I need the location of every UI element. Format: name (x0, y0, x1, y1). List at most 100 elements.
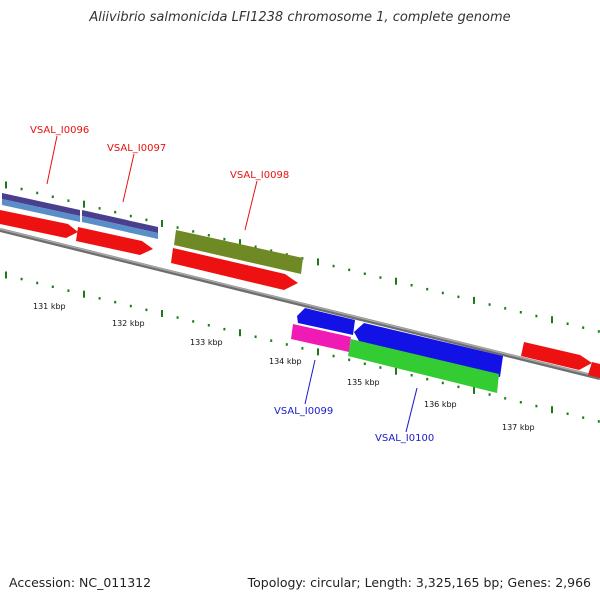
upper-track-minor-tick (488, 303, 491, 306)
upper-track-minor-tick (332, 264, 335, 268)
lower-track-minor-tick (176, 316, 179, 319)
label-vsal-i0096[interactable]: VSAL_I0096 (30, 125, 89, 136)
scale-label-135: 135 kbp (347, 378, 380, 387)
lower-track-minor-tick (582, 416, 585, 419)
label-vsal-i0098[interactable]: VSAL_I0098 (230, 170, 289, 181)
lower-track-minor-tick (379, 366, 382, 369)
gene-vsal-i0098[interactable] (174, 230, 303, 274)
label-vsal-i0097[interactable]: VSAL_I0097 (107, 143, 166, 154)
lower-track-minor-tick (223, 327, 226, 331)
upper-track-minor-tick (426, 287, 429, 291)
lower-track-minor-tick (363, 362, 366, 365)
scale-label-134: 134 kbp (269, 357, 302, 366)
lower-track-minor-tick (519, 401, 522, 404)
lower-track-major-tick (551, 406, 553, 414)
lower-track-minor-tick (67, 289, 70, 292)
upper-track-minor-tick (504, 307, 507, 310)
lower-track-minor-tick (129, 304, 132, 308)
lower-track-minor-tick (488, 393, 491, 396)
cds-arrow-3[interactable] (171, 248, 298, 290)
map-title: Aliivibrio salmonicida LFI1238 chromosom… (89, 10, 511, 25)
lower-track-major-tick (239, 329, 241, 337)
upper-track-minor-tick (176, 226, 179, 229)
upper-track-minor-tick (67, 199, 70, 202)
lower-track-minor-tick (566, 412, 569, 415)
upper-track-minor-tick (270, 249, 273, 252)
upper-track-major-tick (83, 200, 85, 208)
upper-track-major-tick (239, 239, 241, 247)
genome-backbone-highlight (0, 228, 600, 378)
upper-track-major-tick (551, 316, 553, 324)
upper-track-major-tick (5, 181, 7, 189)
topology-summary: Topology: circular; Length: 3,325,165 bp… (247, 575, 591, 590)
gene-vsal-i0097-bottom[interactable] (82, 216, 158, 239)
upper-track-minor-tick (114, 210, 117, 214)
lower-track-minor-tick (145, 308, 148, 312)
upper-track-minor-tick (348, 268, 351, 272)
lower-track-minor-tick (36, 281, 39, 285)
upper-track-minor-tick (254, 245, 257, 248)
lower-track-minor-tick (504, 397, 507, 400)
scale-label-136: 136 kbp (424, 400, 457, 409)
lower-track-major-tick (161, 310, 163, 317)
upper-track-minor-tick (582, 326, 585, 329)
scale-label-137: 137 kbp (502, 423, 535, 432)
gene-blue-long[interactable] (354, 323, 503, 377)
upper-track-minor-tick (36, 191, 39, 195)
upper-track-major-tick (395, 277, 397, 285)
lower-track-major-tick (395, 367, 397, 375)
upper-track-minor-tick (129, 214, 132, 218)
lower-track-major-tick (83, 290, 85, 298)
upper-track-minor-tick (98, 207, 101, 210)
lower-track-minor-tick (270, 339, 273, 342)
upper-track-minor-tick (566, 322, 569, 325)
upper-track-minor-tick (441, 291, 444, 295)
gene-vsal-i0100[interactable] (348, 339, 499, 393)
gene-vsal-i0097-top[interactable] (82, 210, 158, 233)
leader-vsal-i0097 (122, 153, 135, 203)
accession-text: Accession: NC_011312 (9, 575, 152, 590)
gene-vsal-i0096-top[interactable] (2, 193, 80, 216)
upper-track-minor-tick (535, 314, 538, 318)
lower-track-minor-tick (301, 347, 304, 350)
genome-backbone (0, 228, 600, 380)
leader-vsal-i0098 (244, 180, 258, 231)
feature-track (0, 193, 600, 393)
upper-track-minor-tick (223, 237, 226, 241)
lower-track-minor-tick (98, 297, 101, 300)
gene-blue-short[interactable] (297, 308, 355, 335)
lower-track-minor-tick (348, 358, 351, 362)
cds-arrow-2[interactable] (76, 227, 153, 255)
scale-label-131: 131 kbp (33, 302, 66, 311)
lower-track-minor-tick (51, 285, 54, 288)
upper-track-minor-tick (597, 330, 600, 333)
leader-vsal-i0099 (304, 359, 316, 405)
upper-track-minor-tick (379, 276, 382, 279)
lower-track-minor-tick (285, 343, 288, 346)
lower-tick-track (5, 271, 600, 423)
upper-track-minor-tick (207, 234, 210, 237)
upper-tick-track (5, 181, 600, 333)
upper-track-major-tick (473, 296, 475, 304)
upper-track-minor-tick (410, 284, 413, 287)
lower-track-minor-tick (114, 300, 117, 304)
lower-track-minor-tick (441, 381, 444, 385)
label-vsal-i0100[interactable]: VSAL_I0100 (375, 433, 434, 444)
cds-arrow-1[interactable] (0, 210, 78, 238)
upper-track-minor-tick (20, 187, 23, 191)
upper-track-minor-tick (457, 295, 460, 299)
lower-track-minor-tick (20, 277, 23, 281)
lower-track-minor-tick (207, 324, 210, 327)
upper-track-major-tick (161, 220, 163, 227)
gene-vsal-i0096-bottom[interactable] (2, 199, 80, 222)
lower-track-major-tick (317, 348, 319, 356)
upper-track-minor-tick (51, 195, 54, 198)
lower-track-minor-tick (254, 335, 257, 338)
cds-arrow-5[interactable] (588, 362, 600, 378)
upper-track-minor-tick (192, 230, 195, 233)
gene-vsal-i0099[interactable] (291, 324, 351, 352)
cds-arrow-4[interactable] (521, 342, 592, 370)
lower-track-major-tick (473, 386, 475, 394)
label-vsal-i0099[interactable]: VSAL_I0099 (274, 406, 333, 417)
